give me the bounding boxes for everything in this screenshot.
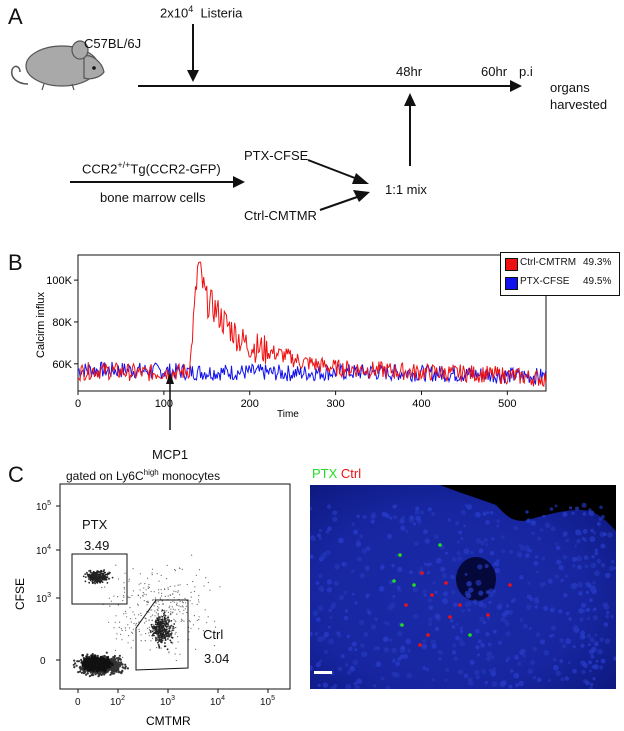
timepoint-60hr: 60hr [481,64,508,79]
ctrl-cell [448,615,452,619]
timepoint-pi: p.i [519,64,533,79]
ptx-cell [412,583,416,587]
legend-swatch-ctrl [505,258,518,271]
image-label-ptx: PTX [312,466,338,481]
flow-x-axis-label: CMTMR [146,714,191,728]
ctrl-cell [404,603,408,607]
ptx-cell [392,579,396,583]
ptx-cell [400,623,404,627]
infection-label: 2x104 Listeria [160,4,243,21]
ptx-cell [438,543,442,547]
ctrl-gate [135,599,189,671]
legend-entry-ptx: PTX-CFSE 49.5% [505,276,617,290]
y-tick-0: 0 [40,656,46,667]
calcium-influx-chart: 60K 80K 100K 0 100 200 300 400 500 Calcirm infl… [35,254,547,430]
gate-description: gated on Ly6Chigh monocytes [66,468,221,483]
x-axis-label: Time [277,409,299,420]
chart-legend: Ctrl-CMTRM 49.3% PTX-CFSE 49.5% [500,252,620,296]
y-tick-label: 100K [46,275,72,287]
flow-plot-frame [59,483,291,690]
ptx-gate-name: PTX [82,517,108,532]
y-tick-3: 103 [36,592,51,605]
ctrl-cell [444,581,448,585]
timepoint-48hr: 48hr [396,64,423,79]
legend-percent-ctrl: 49.3% [583,257,612,268]
ctrl-cell [420,571,424,575]
ctrl-cmtmr-label: Ctrl-CMTMR [244,208,317,223]
ctrl-cell [426,633,430,637]
ctrl-gate-value: 3.04 [204,651,230,666]
legend-entry-ctrl: Ctrl-CMTRM 49.3% [505,257,617,271]
donor-strain-label: CCR2+/+Tg(CCR2-GFP) [82,160,221,177]
x-tick-label: 100 [155,398,173,410]
ctrl-cell [458,603,462,607]
flow-cytometry-plot: 0 103 104 105 0 102 103 104 105 CFSE CMT… [13,483,291,728]
image-legend: PTX Ctrl [312,466,361,481]
legend-percent-ptx: 49.5% [583,276,612,287]
scale-bar [314,671,332,674]
harvest-label-line2: harvested [550,97,608,112]
x-tick-2: 102 [110,695,125,708]
x-tick-label: 200 [241,398,259,410]
ctrl-cell [430,593,434,597]
mouse-strain-label: C57BL/6J [84,36,142,51]
donor-cells-label: bone marrow cells [100,190,206,205]
x-tick-5: 105 [260,695,275,708]
x-tick-label: 300 [326,398,344,410]
ctrl-cell [508,583,512,587]
mouse-icon [10,40,105,91]
y-tick-5: 105 [36,500,51,513]
mix-label: 1:1 mix [385,182,427,197]
x-tick-0: 0 [75,697,81,708]
ctrl-cell [418,643,422,647]
y-axis-label: Calcirm influx [35,291,47,358]
y-tick-4: 104 [36,544,51,557]
microscopy-image [310,485,616,689]
image-label-ctrl: Ctrl [340,466,362,481]
y-tick-label: 80K [52,317,72,329]
harvest-label-line1: organs [550,80,590,95]
flow-y-axis-label: CFSE [13,578,27,610]
panel-b-letter: B [8,250,23,275]
panel-a-letter: A [8,4,23,29]
panel-a-diagram [10,24,522,211]
series-line-ptx [77,361,547,385]
ctrl-gate-name: Ctrl [203,627,224,642]
legend-label-ctrl: Ctrl-CMTRM [520,257,577,268]
x-tick-label: 400 [412,398,430,410]
ptx-cell [468,633,472,637]
ctrl-cell [486,613,490,617]
series-line-ctrl [77,261,547,387]
x-tick-label: 500 [498,398,516,410]
ptx-gate [71,553,128,605]
ptx-cell [398,553,402,557]
y-tick-label: 60K [52,359,72,371]
ptx-gate-value: 3.49 [84,538,110,553]
x-tick-4: 104 [210,695,225,708]
x-tick-3: 103 [160,695,175,708]
legend-label-ptx: PTX-CFSE [520,276,570,287]
ptx-cfse-label: PTX-CFSE [244,148,309,163]
legend-swatch-ptx [505,277,518,290]
panel-c-letter: C [8,462,24,487]
x-tick-label: 0 [75,398,81,410]
stimulus-label: MCP1 [152,447,189,462]
